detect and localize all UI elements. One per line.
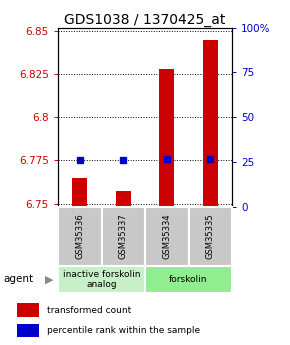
Text: ▶: ▶ bbox=[45, 275, 53, 284]
Bar bbox=[145, 207, 188, 266]
Bar bbox=[58, 266, 145, 293]
Bar bbox=[116, 191, 131, 207]
Bar bbox=[72, 178, 87, 207]
Bar bbox=[203, 40, 218, 207]
Text: GSM35336: GSM35336 bbox=[75, 214, 84, 259]
Text: GSM35335: GSM35335 bbox=[206, 214, 215, 259]
Bar bbox=[188, 207, 232, 266]
Bar bbox=[159, 69, 174, 207]
Text: agent: agent bbox=[3, 275, 33, 284]
Bar bbox=[145, 266, 232, 293]
Bar bbox=[17, 324, 39, 337]
Bar bbox=[102, 207, 145, 266]
Text: forskolin: forskolin bbox=[169, 275, 208, 284]
Text: GSM35337: GSM35337 bbox=[119, 214, 128, 259]
Title: GDS1038 / 1370425_at: GDS1038 / 1370425_at bbox=[64, 12, 226, 27]
Bar bbox=[58, 207, 102, 266]
Bar bbox=[17, 304, 39, 317]
Text: percentile rank within the sample: percentile rank within the sample bbox=[47, 326, 200, 335]
Text: GSM35334: GSM35334 bbox=[162, 214, 171, 259]
Text: transformed count: transformed count bbox=[47, 306, 131, 315]
Text: inactive forskolin
analog: inactive forskolin analog bbox=[63, 270, 140, 289]
